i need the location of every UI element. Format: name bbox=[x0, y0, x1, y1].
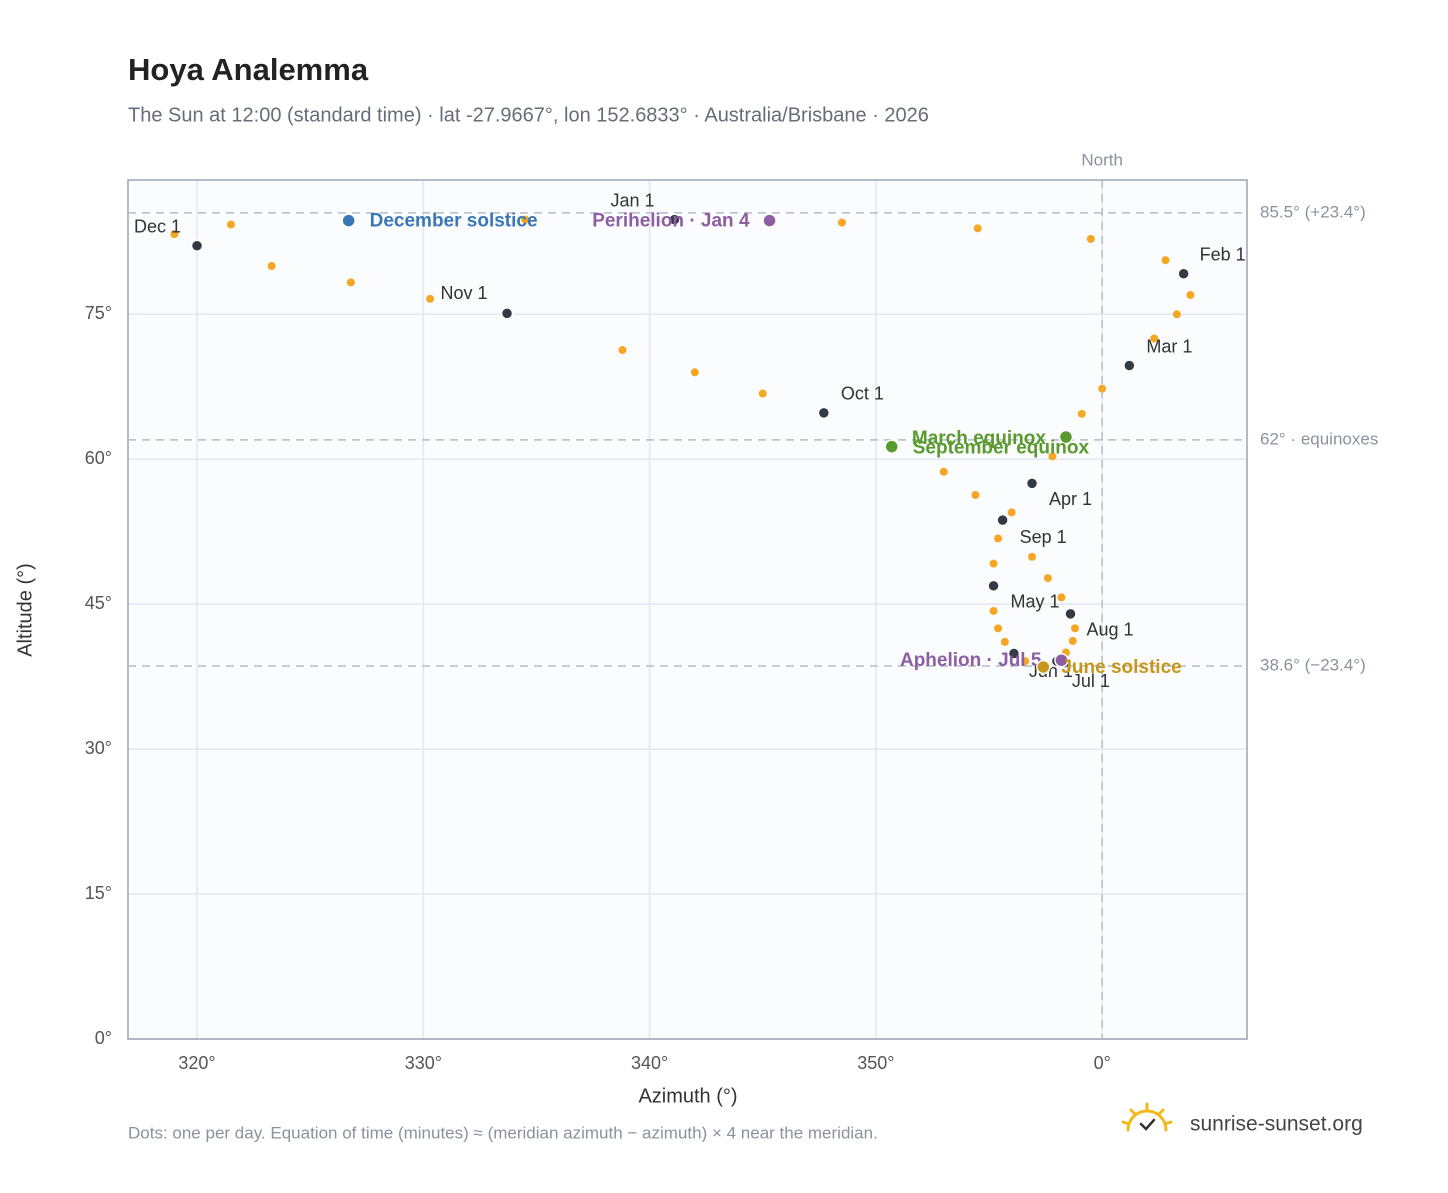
month-label: Nov 1 bbox=[441, 283, 488, 303]
month-label: Oct 1 bbox=[841, 384, 884, 404]
month-label: Mar 1 bbox=[1146, 336, 1192, 356]
month-label: Feb 1 bbox=[1200, 244, 1246, 264]
month-marker bbox=[1123, 359, 1136, 372]
plot-frame bbox=[127, 179, 1248, 1040]
reference-label: 85.5° (+23.4°) bbox=[1260, 202, 1366, 221]
y-tick-label: 60° bbox=[85, 448, 112, 468]
reference-label: 62° · equinoxes bbox=[1260, 429, 1378, 448]
month-label: Jul 1 bbox=[1072, 671, 1110, 691]
x-tick-label: 350° bbox=[857, 1053, 894, 1073]
sun-dot bbox=[989, 606, 998, 615]
sun-dot bbox=[1086, 234, 1095, 243]
sun-dot bbox=[690, 368, 699, 377]
event-marker bbox=[1054, 652, 1069, 668]
month-marker bbox=[1007, 647, 1021, 660]
y-tick-label: 45° bbox=[85, 593, 112, 613]
month-marker bbox=[1064, 607, 1077, 621]
month-label: May 1 bbox=[1011, 592, 1060, 612]
event-label: Aphelion · Jul 5 bbox=[900, 650, 1042, 671]
sun-dot bbox=[1028, 552, 1037, 561]
sun-dot bbox=[989, 559, 998, 568]
sun-dot bbox=[346, 278, 355, 287]
y-axis-title: Altitude (°) bbox=[14, 563, 36, 657]
reference-label: 38.6° (−23.4°) bbox=[1260, 656, 1366, 675]
sun-dot bbox=[1077, 409, 1086, 418]
month-marker bbox=[1025, 477, 1039, 490]
month-label: Dec 1 bbox=[134, 216, 181, 236]
sun-dot bbox=[994, 624, 1003, 633]
month-marker bbox=[1177, 267, 1190, 280]
event-marker bbox=[884, 439, 899, 454]
sun-dot bbox=[267, 261, 276, 270]
sun-dot bbox=[170, 230, 179, 239]
month-marker bbox=[668, 213, 681, 226]
sun-dot bbox=[1172, 310, 1181, 319]
sun-dot bbox=[1057, 593, 1066, 602]
event-marker bbox=[762, 213, 777, 228]
sun-dot bbox=[973, 224, 982, 233]
month-marker bbox=[996, 513, 1009, 527]
event-label: September equinox bbox=[913, 438, 1090, 459]
sun-dot bbox=[1043, 574, 1052, 583]
sun-dot bbox=[1048, 452, 1057, 461]
y-tick-label: 75° bbox=[85, 303, 112, 323]
sun-dot bbox=[521, 215, 530, 224]
sun-dot bbox=[758, 389, 767, 398]
sun-dot bbox=[226, 220, 235, 229]
event-marker bbox=[1058, 429, 1074, 445]
sun-dot bbox=[1068, 636, 1077, 645]
y-tick-label: 15° bbox=[85, 883, 112, 903]
event-label: March equinox bbox=[912, 428, 1047, 449]
sun-dot bbox=[837, 218, 846, 227]
event-marker bbox=[1036, 659, 1051, 675]
event-marker bbox=[341, 213, 356, 228]
month-label: Aug 1 bbox=[1086, 620, 1133, 640]
y-tick-label: 0° bbox=[95, 1028, 112, 1048]
x-tick-label: 320° bbox=[178, 1053, 215, 1073]
north-label: North bbox=[1081, 150, 1123, 169]
month-label: Jan 1 bbox=[610, 190, 654, 210]
sun-dot bbox=[1000, 637, 1009, 646]
month-marker bbox=[987, 579, 1000, 593]
y-tick-label: 30° bbox=[85, 738, 112, 758]
sun-dot bbox=[939, 467, 948, 476]
event-label: December solstice bbox=[370, 211, 538, 232]
chart-title: Hoya Analemma bbox=[128, 52, 369, 87]
sun-dot bbox=[1071, 624, 1080, 633]
x-tick-label: 340° bbox=[631, 1053, 668, 1073]
month-label: Apr 1 bbox=[1049, 489, 1092, 509]
month-label: Sep 1 bbox=[1020, 527, 1067, 547]
sun-dot bbox=[1007, 508, 1016, 517]
sun-dot bbox=[971, 490, 980, 499]
sun-dot bbox=[618, 346, 627, 355]
sun-dot bbox=[1186, 290, 1195, 299]
month-marker bbox=[817, 406, 831, 420]
plot-background bbox=[128, 180, 1247, 1039]
month-marker bbox=[500, 307, 514, 320]
sun-dot bbox=[1150, 334, 1159, 343]
sun-dot bbox=[1021, 657, 1030, 666]
event-label: Perihelion · Jan 4 bbox=[592, 211, 750, 232]
footnote: Dots: one per day. Equation of time (min… bbox=[128, 1123, 878, 1142]
sun-dot bbox=[426, 294, 435, 303]
x-tick-label: 330° bbox=[405, 1053, 442, 1073]
sun-dot bbox=[1161, 256, 1170, 265]
month-marker bbox=[190, 239, 204, 252]
x-axis-title: Azimuth (°) bbox=[638, 1085, 737, 1107]
x-tick-label: 0° bbox=[1094, 1053, 1111, 1073]
brand-logo bbox=[1121, 1102, 1173, 1132]
chart-subtitle: The Sun at 12:00 (standard time) · lat -… bbox=[128, 104, 929, 126]
event-label: June solstice bbox=[1061, 657, 1181, 678]
sun-dot bbox=[994, 534, 1003, 543]
brand: sunrise-sunset.org bbox=[1190, 1113, 1363, 1136]
sun-dot bbox=[1098, 384, 1107, 393]
